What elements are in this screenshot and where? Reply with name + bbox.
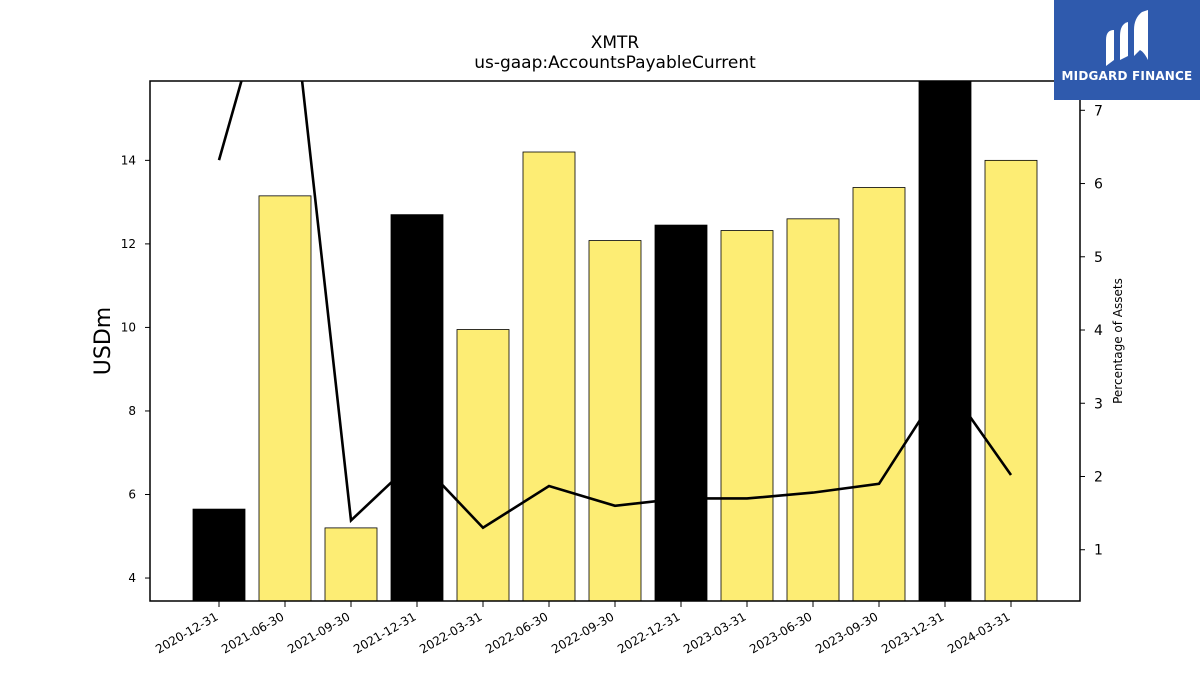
bar: [522, 151, 576, 602]
bar: [720, 230, 774, 602]
bar: [192, 508, 246, 602]
x-tick-label: 2022-09-30: [549, 609, 616, 656]
midgard-logo-icon: [1106, 10, 1148, 66]
left-tick-label: 10: [121, 320, 136, 334]
x-tick-label: 2022-03-31: [417, 609, 484, 656]
bar: [588, 240, 642, 602]
right-tick-label: 1: [1094, 543, 1103, 559]
right-tick-label: 4: [1094, 323, 1103, 339]
x-tick-label: 2023-03-31: [681, 609, 748, 656]
chart-subtitle: us-gaap:AccountsPayableCurrent: [474, 53, 756, 73]
line-series: [217, 81, 1013, 530]
percentage-line: [217, 81, 1013, 530]
left-tick-label: 14: [121, 153, 136, 167]
left-tick-label: 6: [128, 487, 136, 501]
left-tick-label: 4: [128, 571, 136, 585]
bar: [258, 195, 312, 602]
x-tick-label: 2020-12-31: [153, 609, 220, 656]
bar: [984, 159, 1038, 602]
bar: [324, 527, 378, 602]
logo-text: MIDGARD FINANCE: [1061, 69, 1193, 83]
right-axis: 1 2 3 4 5 6 7: [1080, 103, 1103, 559]
x-tick-label: 2023-12-31: [879, 609, 946, 656]
x-tick-label: 2022-12-31: [615, 609, 682, 656]
left-tick-label: 12: [121, 237, 136, 251]
bar: [390, 214, 444, 602]
y-axis-label-right: Percentage of Assets: [1111, 278, 1125, 404]
x-tick-label: 2021-06-30: [219, 609, 286, 656]
x-tick-label: 2023-09-30: [813, 609, 880, 656]
x-tick-label: 2024-03-31: [945, 609, 1012, 656]
bar: [654, 224, 708, 602]
x-tick-label: 2021-09-30: [285, 609, 352, 656]
bar: [918, 80, 972, 602]
bar: [456, 329, 510, 602]
left-axis: 4 6 8 10 12 14: [121, 153, 150, 585]
y-axis-label-left: USDm: [91, 307, 116, 375]
right-tick-label: 6: [1094, 177, 1103, 193]
bar: [786, 218, 840, 602]
x-axis: 2020-12-312021-06-302021-09-302021-12-31…: [153, 601, 1013, 656]
right-tick-label: 2: [1094, 469, 1103, 485]
x-tick-label: 2023-06-30: [747, 609, 814, 656]
right-tick-label: 7: [1094, 103, 1103, 119]
logo: MIDGARD FINANCE: [1054, 0, 1200, 100]
chart-title: XMTR: [591, 33, 640, 53]
right-tick-label: 5: [1094, 250, 1103, 266]
bar: [852, 187, 906, 602]
left-tick-label: 8: [128, 404, 136, 418]
right-tick-label: 3: [1094, 396, 1103, 412]
x-tick-label: 2022-06-30: [483, 609, 550, 656]
bar-group: [192, 80, 1038, 602]
x-tick-label: 2021-12-31: [351, 609, 418, 656]
